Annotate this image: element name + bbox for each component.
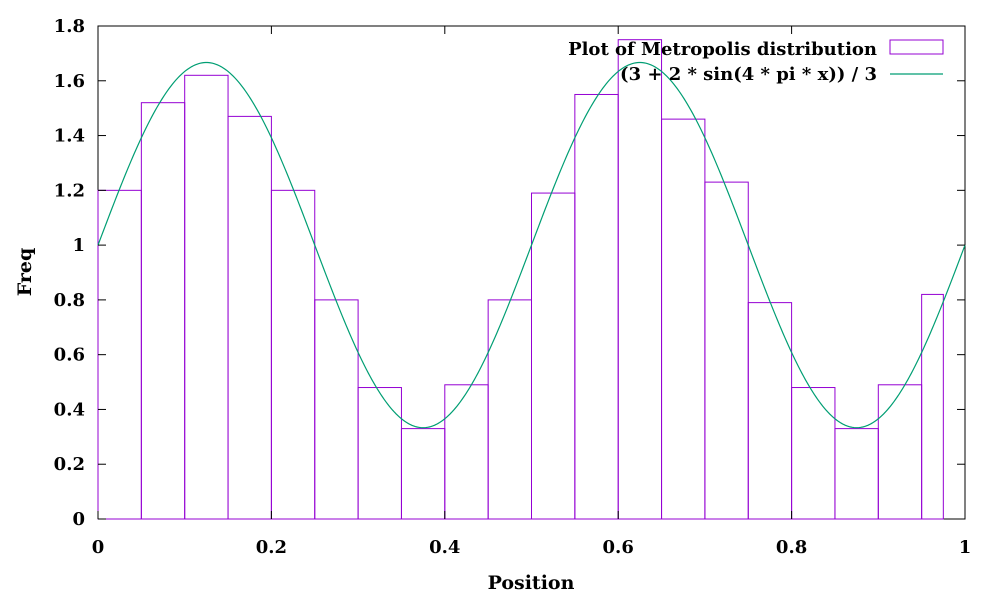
histogram-bar [791,387,836,520]
histogram-bar [487,299,532,520]
x-tick-label: 0.8 [776,537,807,558]
y-axis-label: Freq [14,248,36,297]
x-axis-ticks: 0 0.2 0.4 0.6 0.8 1 [92,26,972,558]
histogram-bar [227,115,272,520]
plot-area [97,25,966,520]
function-curve [97,61,966,429]
histogram-bar [661,118,706,520]
histogram-bar [704,181,749,520]
x-tick-label: 0.4 [429,537,460,558]
y-tick-label: 0.6 [54,345,85,366]
y-tick-label: 1.6 [54,71,85,92]
histogram-bar [877,384,923,520]
histogram-bar [834,428,879,520]
x-tick-label: 0 [92,537,105,558]
legend-label-function: (3 + 2 * sin(4 * pi * x)) / 3 [620,64,877,85]
legend-label-histogram: Plot of Metropolis distribution [568,39,877,60]
y-tick-label: 1.2 [54,180,85,201]
y-tick-label: 1 [72,235,85,256]
x-tick-label: 1 [959,537,972,558]
y-tick-label: 1.4 [54,126,85,147]
x-tick-label: 0.6 [603,537,634,558]
y-tick-label: 0.4 [54,399,85,420]
legend: Plot of Metropolis distribution (3 + 2 *… [568,39,944,85]
histogram-bar [314,299,359,520]
histogram-bar [574,93,619,520]
histogram-bar [747,302,793,520]
y-tick-label: 0 [72,509,85,530]
histogram-bar [531,192,576,520]
histogram-bar [617,39,663,520]
histogram-bar [140,102,186,520]
histogram-bar [184,74,229,520]
histogram-bar [357,387,402,520]
y-tick-label: 0.8 [54,290,85,311]
x-axis-label: Position [488,572,575,594]
x-tick-label: 0.2 [256,537,287,558]
histogram-bar [270,189,316,520]
y-tick-label: 0.2 [54,454,85,475]
y-axis-ticks: 0 0.2 0.4 0.6 0.8 1 1.2 1.4 1.6 1.8 [54,16,965,530]
legend-swatch-histogram [889,39,944,55]
y-tick-label: 1.8 [54,16,85,37]
histogram-bar [400,428,446,520]
histogram-bar [921,293,944,520]
histogram-bar [444,384,489,520]
